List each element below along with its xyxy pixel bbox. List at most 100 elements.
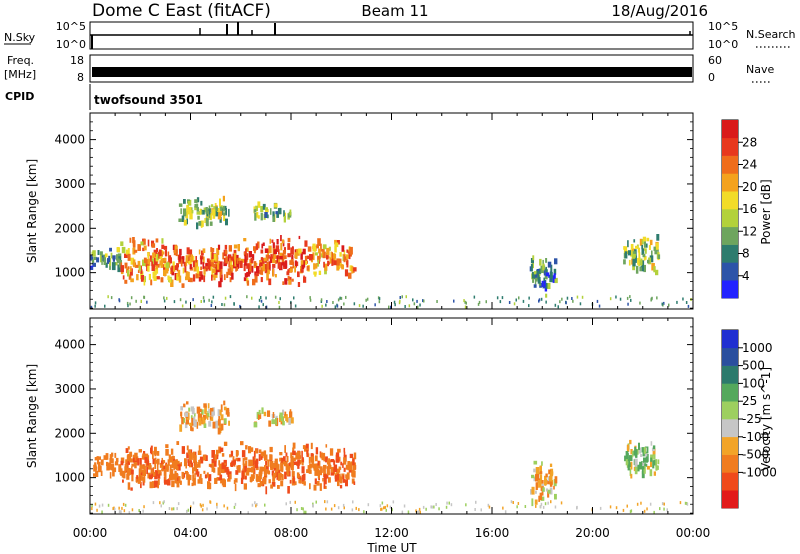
vel-cell <box>539 466 542 471</box>
power-cell <box>234 258 237 267</box>
power-cell <box>184 266 187 273</box>
power-cell <box>296 248 300 256</box>
vel-cell <box>176 482 180 488</box>
vel-ground-cell <box>326 500 329 504</box>
vel-cell <box>628 462 631 468</box>
power-cell <box>543 277 545 283</box>
power-cell <box>643 264 646 273</box>
power-cell <box>200 266 203 271</box>
vel-ground-cell <box>646 507 648 511</box>
power-cell <box>326 253 329 260</box>
power-cell <box>274 203 278 208</box>
power-cell <box>287 253 291 258</box>
power-ground-cell <box>135 299 137 303</box>
power-cell <box>258 263 262 267</box>
power-cell <box>326 247 330 256</box>
vel-ground-cell <box>176 507 178 511</box>
power-ground-cell <box>211 300 213 304</box>
power-cell <box>264 248 269 253</box>
vel-cell <box>208 474 212 482</box>
vel-ground-cell <box>385 508 387 512</box>
vel-cell <box>163 469 167 476</box>
vel-cell <box>175 472 178 478</box>
power-cell <box>186 205 189 212</box>
vel-cell <box>259 466 263 475</box>
vel-ground-cell <box>636 502 639 506</box>
power-cell <box>189 264 192 269</box>
vel-cell <box>277 485 280 489</box>
power-cell <box>130 278 134 283</box>
power-cell <box>194 260 199 268</box>
power-ground-cell <box>334 305 337 309</box>
vel-ground-cell <box>430 505 432 509</box>
power-cell <box>545 283 548 289</box>
power-cell <box>283 255 287 260</box>
power-ground-cell <box>265 305 268 309</box>
vel-cell <box>219 409 222 415</box>
power-cell <box>210 266 213 271</box>
power-cell <box>274 260 278 264</box>
vel-ground-cell <box>255 504 257 508</box>
vel-cell <box>276 464 280 471</box>
power-cell <box>646 237 650 242</box>
power-cell <box>656 252 659 259</box>
vel-ground-cell <box>152 501 155 505</box>
power-ground-cell <box>609 297 612 301</box>
power-cell <box>633 251 636 255</box>
vel-cell <box>641 447 645 453</box>
vel-cell <box>343 467 346 472</box>
power-cell <box>143 245 147 251</box>
vel-cell <box>253 450 256 458</box>
power-cell <box>333 260 337 266</box>
vel-ground-cell <box>446 501 448 505</box>
vel-ground-cell <box>294 500 296 504</box>
date-label: 18/Aug/2016 <box>611 2 708 20</box>
vel-cell <box>252 456 255 463</box>
power-cell <box>96 257 100 263</box>
power-ground-cell <box>528 304 530 308</box>
vel-cell <box>310 442 313 450</box>
power-cell <box>624 251 628 259</box>
power-ground-cell <box>496 296 499 300</box>
vel-ground-cell <box>107 503 110 507</box>
vel-cell <box>180 411 183 417</box>
vel-cell <box>352 470 356 478</box>
vel-cell <box>134 455 137 461</box>
vel-cell <box>193 420 197 427</box>
vel-ground-cell <box>312 504 314 508</box>
power-cell <box>263 257 267 262</box>
power-cell <box>257 201 261 208</box>
vel-cell <box>270 484 273 489</box>
vel-cell <box>172 473 176 480</box>
vel-cell <box>253 468 256 475</box>
power-cell <box>283 210 285 217</box>
vel-cell <box>550 471 554 475</box>
vel-cell <box>157 469 160 475</box>
vel-cell <box>220 480 223 484</box>
vel-cell <box>287 486 290 494</box>
vel-cell <box>288 462 291 469</box>
vel-cell <box>653 471 656 476</box>
power-cell <box>178 218 182 222</box>
vel-cell <box>352 462 356 470</box>
vel-cell <box>330 459 335 463</box>
power-cell <box>182 256 185 262</box>
vel-cell <box>191 462 193 468</box>
power-cell <box>154 267 159 274</box>
power-cell <box>177 269 181 277</box>
vel-ground-cell <box>131 508 134 512</box>
vel-cell <box>322 478 324 482</box>
power-ground-cell <box>596 299 599 303</box>
vel-cell <box>554 476 558 484</box>
power-cell <box>233 244 238 249</box>
vel-cell <box>147 455 150 462</box>
power-ground-cell <box>465 301 467 305</box>
power-cell <box>627 240 629 248</box>
power-ground-cell <box>239 304 241 308</box>
vel-cell <box>296 472 300 479</box>
vel-colorbar-swatch <box>722 401 738 420</box>
vel-ground-cell <box>330 507 333 511</box>
vel-cell <box>337 448 341 453</box>
power-cell <box>343 254 346 263</box>
power-cell <box>286 271 290 276</box>
